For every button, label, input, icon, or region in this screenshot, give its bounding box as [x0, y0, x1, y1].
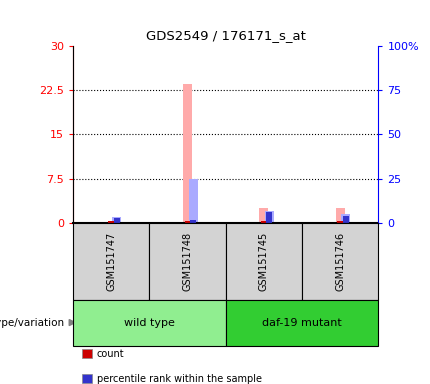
Text: GSM151748: GSM151748 — [183, 232, 193, 291]
Bar — [183, 84, 192, 223]
Bar — [336, 208, 345, 223]
Bar — [114, 218, 120, 223]
Bar — [112, 217, 121, 223]
Text: wild type: wild type — [124, 318, 175, 328]
Title: GDS2549 / 176171_s_at: GDS2549 / 176171_s_at — [146, 29, 306, 42]
Bar — [261, 221, 267, 223]
Bar — [259, 208, 268, 223]
Text: GSM151746: GSM151746 — [335, 232, 345, 291]
Bar — [188, 179, 198, 223]
Text: genotype/variation: genotype/variation — [0, 318, 64, 328]
Text: GSM151745: GSM151745 — [259, 232, 269, 291]
Bar — [108, 221, 114, 223]
Bar — [190, 220, 196, 223]
Text: GSM151747: GSM151747 — [106, 232, 116, 291]
Bar — [343, 216, 349, 223]
Text: daf-19 mutant: daf-19 mutant — [262, 318, 342, 328]
Bar — [341, 214, 350, 223]
Bar — [266, 212, 273, 223]
Bar — [265, 211, 274, 223]
Text: count: count — [97, 349, 124, 359]
Bar — [337, 221, 343, 223]
Text: percentile rank within the sample: percentile rank within the sample — [97, 374, 262, 384]
Bar — [184, 221, 190, 223]
